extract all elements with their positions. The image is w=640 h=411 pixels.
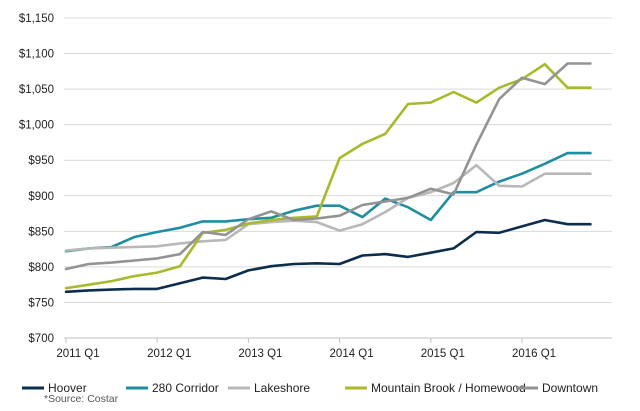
legend: Hoover 280 Corridor Lakeshore Mountain Broo… xyxy=(22,381,598,395)
y-tick-label: $1,050 xyxy=(19,84,54,96)
x-tick-label: 2014 Q1 xyxy=(330,348,374,360)
series-lines xyxy=(64,62,592,294)
legend-label: Hoover xyxy=(48,381,87,395)
y-tick-label: $850 xyxy=(28,226,54,238)
series-line-mountain-brook-homewood xyxy=(64,62,592,290)
y-tick-label: $750 xyxy=(28,297,54,309)
legend-label: Mountain Brook / Homewood xyxy=(371,381,526,395)
y-tick-label: $1,150 xyxy=(19,13,54,25)
x-axis: 2011 Q1 2012 Q1 2013 Q1 2014 Q1 2015 Q1 2016 … xyxy=(56,337,612,360)
x-tick-label: 2013 Q1 xyxy=(238,348,282,360)
y-tick-label: $700 xyxy=(28,333,54,345)
x-tick-label: 2012 Q1 xyxy=(147,348,191,360)
series-line-downtown xyxy=(64,62,592,271)
series-line-lakeshore xyxy=(64,163,592,252)
y-axis: $700 $750 $800 $850 $900 $950 $1,000 $1,050 $1,1… xyxy=(19,13,54,345)
y-tick-label: $950 xyxy=(28,155,54,167)
y-tick-label: $800 xyxy=(28,262,54,274)
series-line-280-corridor xyxy=(64,151,592,253)
source-note: *Source: Costar xyxy=(44,393,119,405)
series-line-hoover xyxy=(64,218,592,294)
y-tick-label: $1,000 xyxy=(19,120,54,132)
legend-label: 280 Corridor xyxy=(152,381,219,395)
legend-label: Downtown xyxy=(542,381,598,395)
x-tick-label: 2011 Q1 xyxy=(56,348,99,360)
legend-label: Lakeshore xyxy=(254,381,310,395)
y-tick-label: $1,100 xyxy=(19,49,54,61)
x-tick-label: 2016 Q1 xyxy=(512,348,556,360)
x-tick-label: 2015 Q1 xyxy=(421,348,465,360)
y-tick-label: $900 xyxy=(28,191,54,203)
